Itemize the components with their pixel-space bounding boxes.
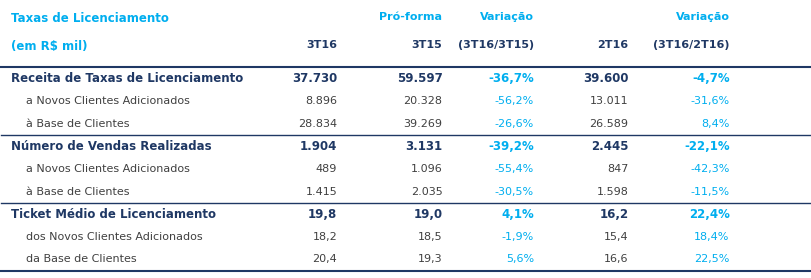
Text: 16,6: 16,6 — [603, 254, 628, 264]
Text: 16,2: 16,2 — [599, 208, 628, 221]
Text: 847: 847 — [607, 164, 628, 174]
Text: 20.328: 20.328 — [403, 96, 442, 106]
Text: -36,7%: -36,7% — [487, 72, 533, 85]
Text: Variação: Variação — [675, 13, 729, 23]
Text: 39.600: 39.600 — [582, 72, 628, 85]
Text: 4,1%: 4,1% — [500, 208, 533, 221]
Text: 2T16: 2T16 — [597, 40, 628, 50]
Text: -1,9%: -1,9% — [501, 232, 533, 242]
Text: 28.834: 28.834 — [298, 119, 337, 129]
Text: 18,2: 18,2 — [312, 232, 337, 242]
Text: 3T15: 3T15 — [411, 40, 442, 50]
Text: 22,4%: 22,4% — [688, 208, 729, 221]
Text: a Novos Clientes Adicionados: a Novos Clientes Adicionados — [26, 164, 189, 174]
Text: Receita de Taxas de Licenciamento: Receita de Taxas de Licenciamento — [11, 72, 243, 85]
Text: 8.896: 8.896 — [305, 96, 337, 106]
Text: 18,4%: 18,4% — [693, 232, 729, 242]
Text: -30,5%: -30,5% — [494, 187, 533, 197]
Text: (3T16/2T16): (3T16/2T16) — [652, 40, 729, 50]
Text: 37.730: 37.730 — [292, 72, 337, 85]
Text: (em R$ mil): (em R$ mil) — [11, 40, 88, 53]
Text: 22,5%: 22,5% — [693, 254, 729, 264]
Text: -42,3%: -42,3% — [689, 164, 729, 174]
Text: -56,2%: -56,2% — [494, 96, 533, 106]
Text: 20,4: 20,4 — [312, 254, 337, 264]
Text: 19,3: 19,3 — [418, 254, 442, 264]
Text: 3T16: 3T16 — [306, 40, 337, 50]
Text: dos Novos Clientes Adicionados: dos Novos Clientes Adicionados — [26, 232, 202, 242]
Text: 3.131: 3.131 — [405, 140, 442, 153]
Text: a Novos Clientes Adicionados: a Novos Clientes Adicionados — [26, 96, 189, 106]
Text: Variação: Variação — [479, 13, 533, 23]
Text: 26.589: 26.589 — [589, 119, 628, 129]
Text: Ticket Médio de Licenciamento: Ticket Médio de Licenciamento — [11, 208, 216, 221]
Text: à Base de Clientes: à Base de Clientes — [26, 119, 129, 129]
Text: 2.035: 2.035 — [410, 187, 442, 197]
Text: 489: 489 — [315, 164, 337, 174]
Text: à Base de Clientes: à Base de Clientes — [26, 187, 129, 197]
Text: 1.096: 1.096 — [410, 164, 442, 174]
Text: 1.415: 1.415 — [305, 187, 337, 197]
Text: 1.904: 1.904 — [299, 140, 337, 153]
Text: (3T16/3T15): (3T16/3T15) — [457, 40, 533, 50]
Text: 59.597: 59.597 — [397, 72, 442, 85]
Text: Número de Vendas Realizadas: Número de Vendas Realizadas — [11, 140, 212, 153]
Text: 19,8: 19,8 — [307, 208, 337, 221]
Text: -39,2%: -39,2% — [487, 140, 533, 153]
Text: -55,4%: -55,4% — [494, 164, 533, 174]
Text: 39.269: 39.269 — [403, 119, 442, 129]
Text: 8,4%: 8,4% — [701, 119, 729, 129]
Text: -22,1%: -22,1% — [683, 140, 729, 153]
Text: 13.011: 13.011 — [589, 96, 628, 106]
Text: -26,6%: -26,6% — [494, 119, 533, 129]
Text: 1.598: 1.598 — [596, 187, 628, 197]
Text: 15,4: 15,4 — [603, 232, 628, 242]
Text: 19,0: 19,0 — [413, 208, 442, 221]
Text: 18,5: 18,5 — [418, 232, 442, 242]
Text: -4,7%: -4,7% — [691, 72, 729, 85]
Text: 5,6%: 5,6% — [505, 254, 533, 264]
Text: -11,5%: -11,5% — [689, 187, 729, 197]
Text: -31,6%: -31,6% — [689, 96, 729, 106]
Text: 2.445: 2.445 — [590, 140, 628, 153]
Text: Pró-forma: Pró-forma — [379, 13, 442, 23]
Text: da Base de Clientes: da Base de Clientes — [26, 254, 136, 264]
Text: Taxas de Licenciamento: Taxas de Licenciamento — [11, 13, 169, 25]
